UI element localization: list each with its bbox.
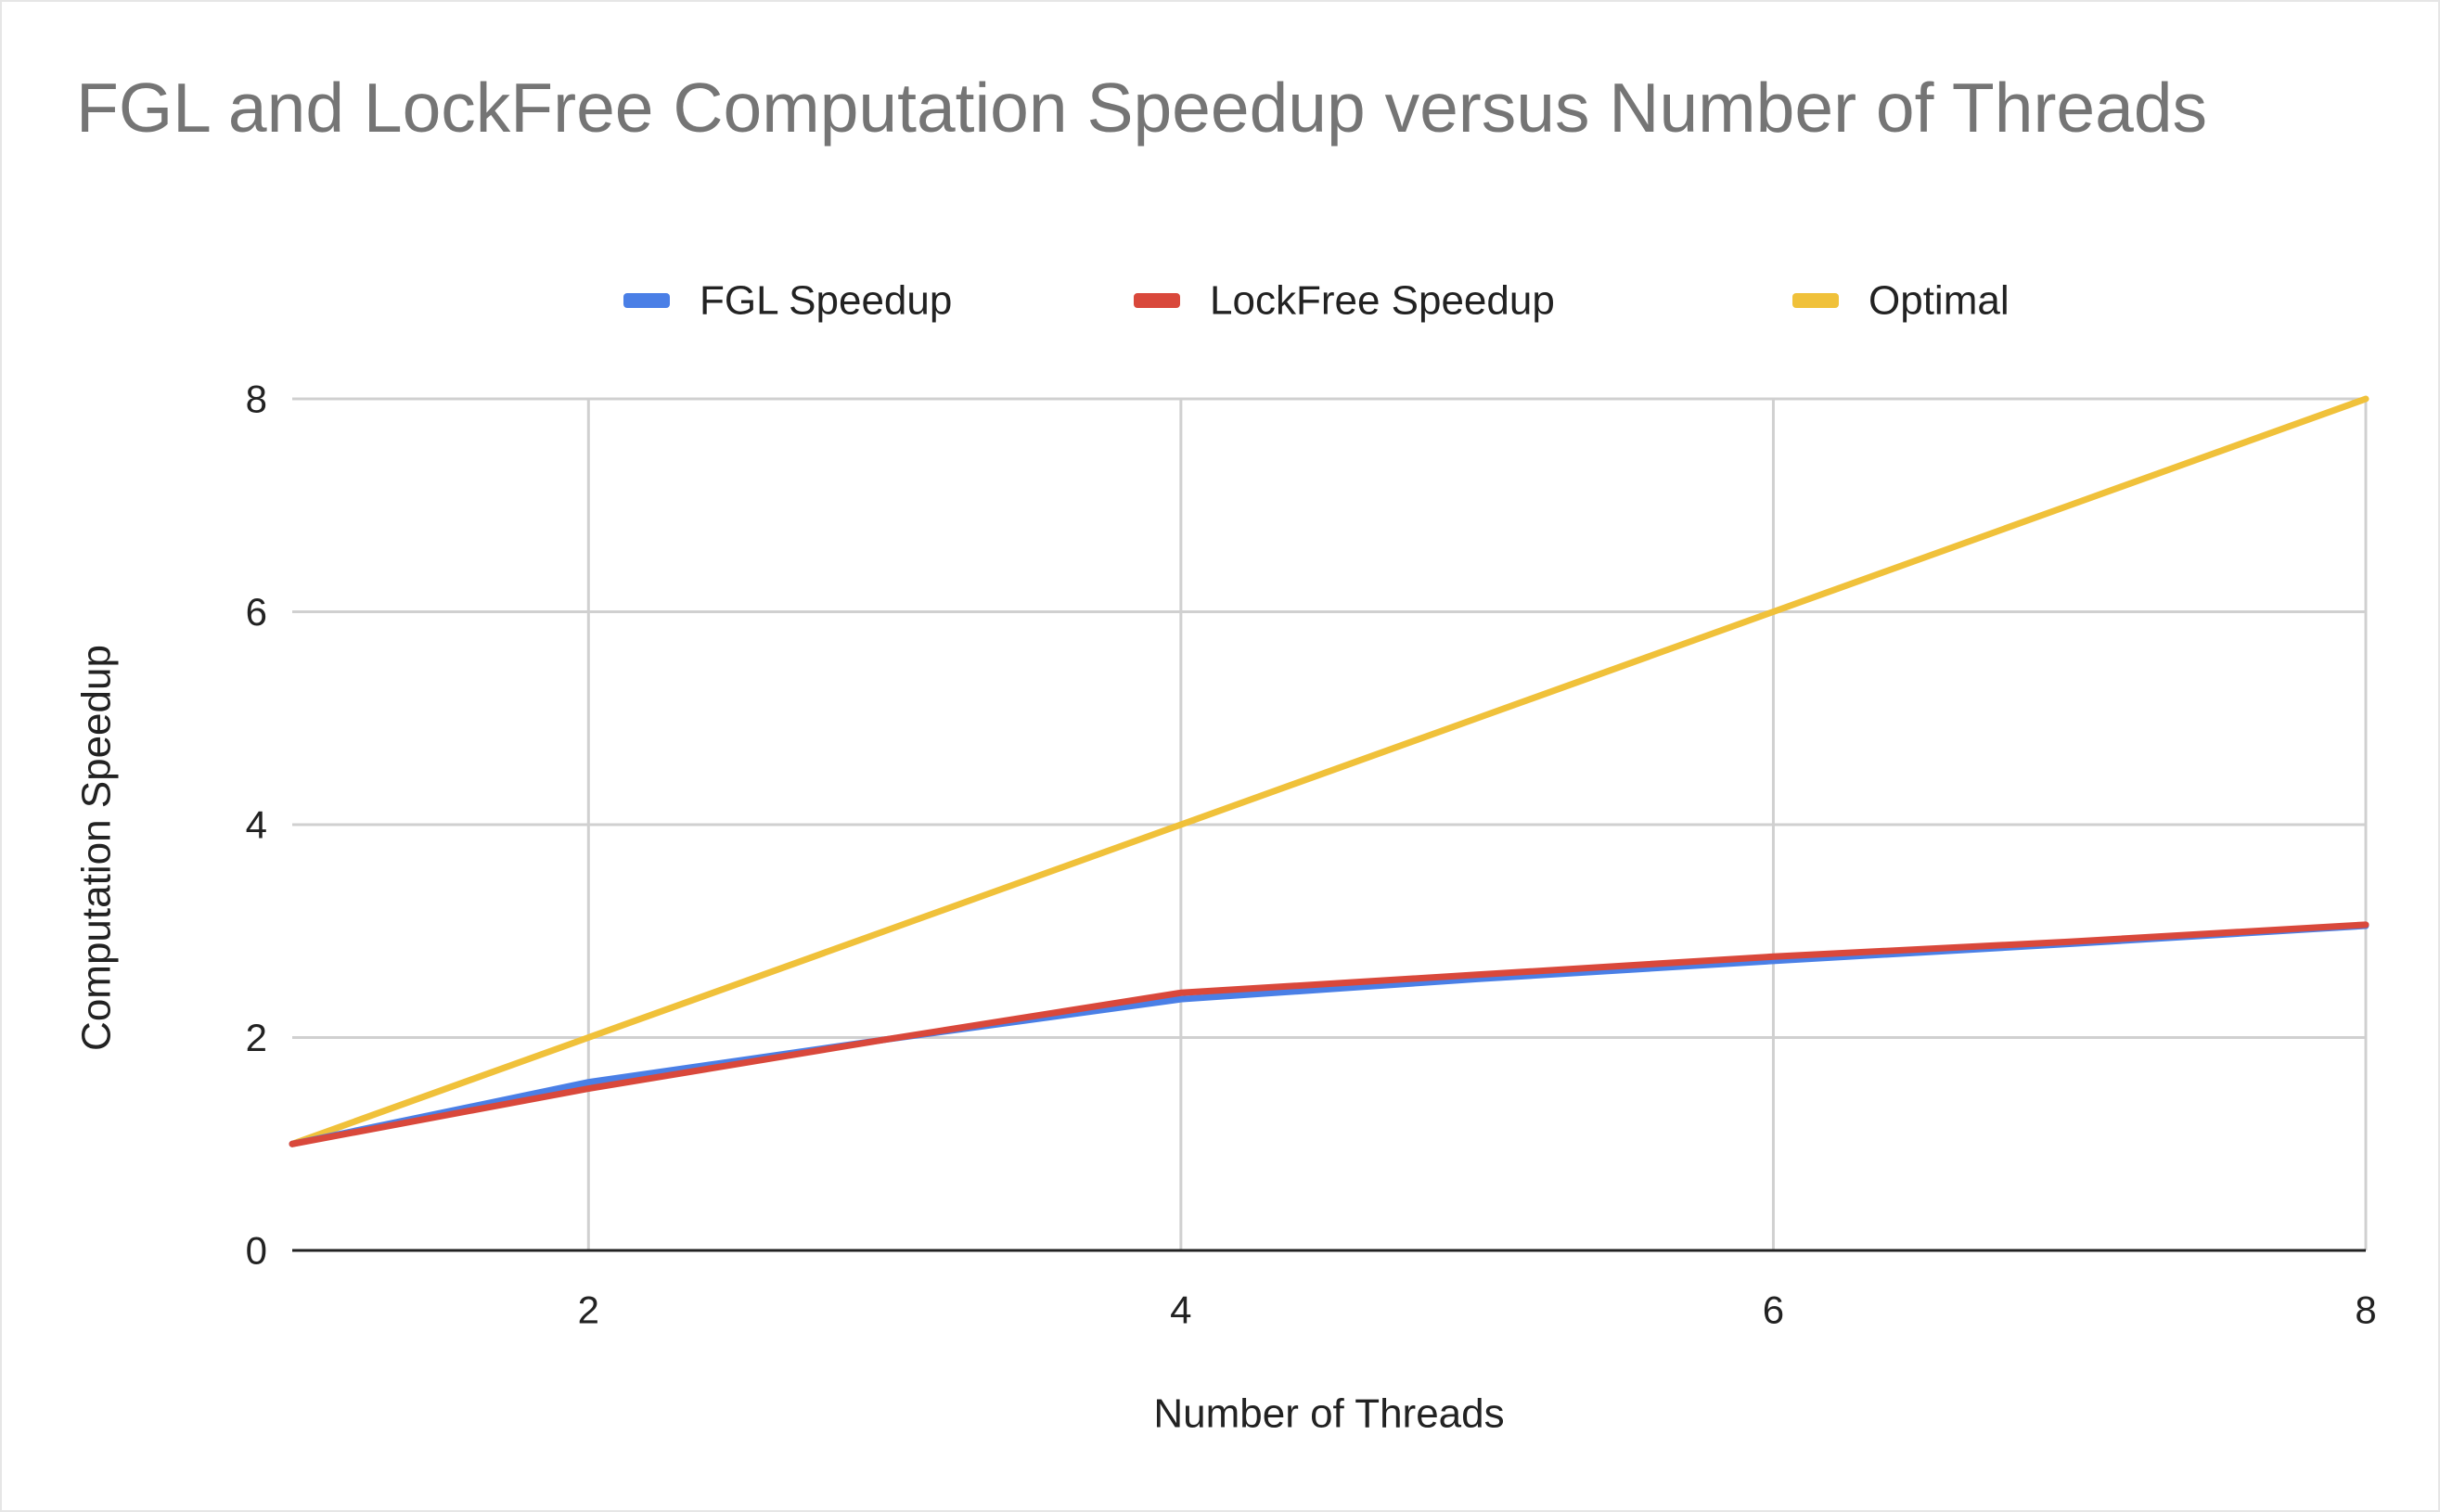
chart-title: FGL and LockFree Computation Speedup ver… (76, 69, 2208, 147)
legend-swatch (623, 293, 670, 308)
legend-label: Optimal (1869, 278, 2010, 324)
x-tick-label: 4 (1170, 1288, 1191, 1332)
y-tick-label: 4 (246, 803, 267, 847)
series-line-optimal (289, 395, 2369, 1147)
x-tick-label: 6 (1763, 1288, 1784, 1332)
gridlines (292, 397, 2368, 1250)
x-tick-label: 2 (578, 1288, 599, 1332)
y-tick-label: 0 (246, 1229, 267, 1273)
x-axis-label: Number of Threads (1153, 1391, 1504, 1437)
series-lines (289, 395, 2369, 1147)
series-line-lockfree-speedup (289, 921, 2369, 1147)
legend-swatch (1792, 293, 1839, 308)
legend-swatch (1134, 293, 1180, 308)
x-tick-label: 8 (2355, 1288, 2376, 1332)
legend-label: LockFree Speedup (1210, 278, 1555, 324)
y-tick-label: 8 (246, 378, 267, 421)
y-tick-label: 2 (246, 1016, 267, 1059)
legend-label: FGL Speedup (700, 278, 952, 324)
legend: FGL Speedup LockFree Speedup Optimal (623, 278, 2010, 324)
y-axis-label: Computation Speedup (74, 645, 120, 1051)
y-tick-label: 6 (246, 590, 267, 634)
